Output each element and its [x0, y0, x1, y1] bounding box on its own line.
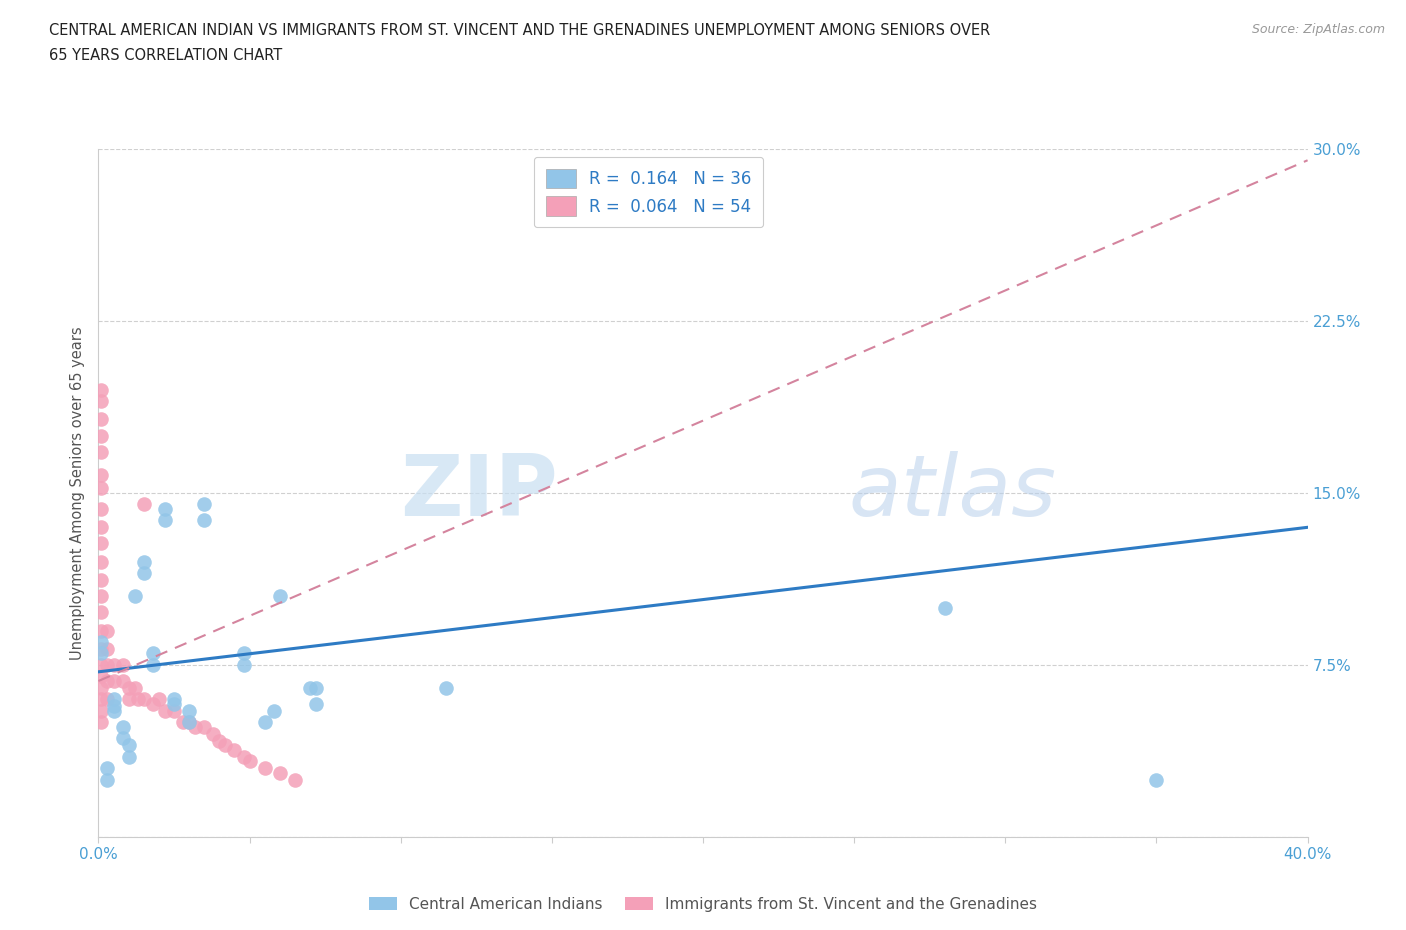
Point — [90, 501, 112, 516]
Point — [263, 703, 285, 718]
Point — [179, 703, 201, 718]
Legend: R =  0.164   N = 36, R =  0.064   N = 54: R = 0.164 N = 36, R = 0.064 N = 54 — [534, 157, 763, 227]
Point — [232, 646, 254, 661]
Text: Source: ZipAtlas.com: Source: ZipAtlas.com — [1251, 23, 1385, 36]
Point — [111, 731, 134, 746]
Point — [224, 742, 246, 757]
Point — [208, 733, 231, 748]
Point — [90, 589, 112, 604]
Point — [193, 513, 215, 528]
Point — [118, 750, 141, 764]
Point — [132, 565, 155, 580]
Point — [111, 673, 134, 688]
Point — [232, 658, 254, 672]
Point — [148, 692, 170, 707]
Point — [153, 703, 176, 718]
Point — [90, 481, 112, 496]
Point — [90, 646, 112, 661]
Point — [90, 658, 112, 672]
Point — [132, 554, 155, 569]
Point — [934, 600, 956, 615]
Point — [193, 720, 215, 735]
Point — [90, 642, 112, 657]
Point — [179, 715, 201, 730]
Point — [103, 703, 125, 718]
Point — [118, 737, 141, 752]
Point — [96, 642, 118, 657]
Point — [90, 681, 112, 696]
Point — [90, 604, 112, 619]
Point — [111, 720, 134, 735]
Point — [1144, 772, 1167, 787]
Point — [103, 698, 125, 713]
Point — [163, 703, 186, 718]
Point — [90, 393, 112, 408]
Point — [142, 658, 165, 672]
Legend: Central American Indians, Immigrants from St. Vincent and the Grenadines: Central American Indians, Immigrants fro… — [363, 890, 1043, 918]
Point — [142, 646, 165, 661]
Point — [142, 697, 165, 711]
Point — [96, 772, 118, 787]
Point — [90, 536, 112, 551]
Point — [90, 669, 112, 684]
Text: 65 YEARS CORRELATION CHART: 65 YEARS CORRELATION CHART — [49, 48, 283, 63]
Point — [253, 761, 276, 776]
Point — [172, 715, 194, 730]
Point — [153, 501, 176, 516]
Point — [118, 681, 141, 696]
Point — [96, 623, 118, 638]
Point — [103, 692, 125, 707]
Point — [90, 715, 112, 730]
Point — [90, 623, 112, 638]
Point — [124, 681, 146, 696]
Point — [132, 497, 155, 512]
Point — [90, 554, 112, 569]
Point — [118, 692, 141, 707]
Point — [90, 520, 112, 535]
Point — [269, 589, 291, 604]
Point — [90, 382, 112, 397]
Point — [253, 715, 276, 730]
Point — [90, 412, 112, 427]
Point — [163, 697, 186, 711]
Text: ZIP: ZIP — [401, 451, 558, 535]
Point — [90, 573, 112, 588]
Point — [214, 737, 236, 752]
Point — [232, 750, 254, 764]
Point — [202, 726, 225, 741]
Point — [132, 692, 155, 707]
Point — [179, 715, 201, 730]
Point — [299, 681, 322, 696]
Y-axis label: Unemployment Among Seniors over 65 years: Unemployment Among Seniors over 65 years — [70, 326, 86, 659]
Point — [90, 467, 112, 482]
Point — [96, 658, 118, 672]
Text: CENTRAL AMERICAN INDIAN VS IMMIGRANTS FROM ST. VINCENT AND THE GRENADINES UNEMPL: CENTRAL AMERICAN INDIAN VS IMMIGRANTS FR… — [49, 23, 990, 38]
Point — [193, 497, 215, 512]
Point — [124, 589, 146, 604]
Point — [239, 754, 262, 769]
Point — [90, 428, 112, 443]
Point — [96, 673, 118, 688]
Point — [96, 761, 118, 776]
Point — [284, 772, 307, 787]
Point — [434, 681, 457, 696]
Point — [111, 658, 134, 672]
Point — [90, 703, 112, 718]
Point — [90, 634, 112, 649]
Point — [90, 445, 112, 459]
Point — [305, 681, 328, 696]
Point — [103, 673, 125, 688]
Point — [305, 697, 328, 711]
Point — [163, 692, 186, 707]
Point — [127, 692, 149, 707]
Point — [90, 692, 112, 707]
Text: atlas: atlas — [848, 451, 1056, 535]
Point — [96, 692, 118, 707]
Point — [686, 176, 709, 191]
Point — [153, 513, 176, 528]
Point — [103, 658, 125, 672]
Point — [184, 720, 207, 735]
Point — [269, 765, 291, 780]
